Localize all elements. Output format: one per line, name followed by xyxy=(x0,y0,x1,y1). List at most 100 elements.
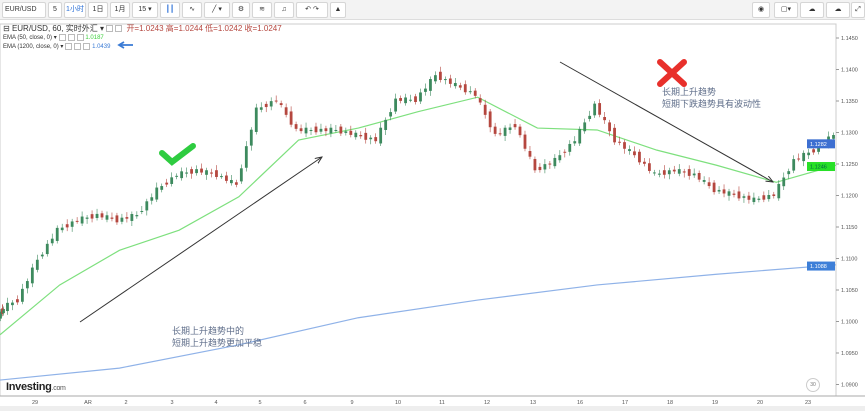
compare-icon[interactable]: ≋ xyxy=(252,2,272,18)
ema1200-value: 1.0439 xyxy=(92,44,111,51)
investing-logo: Investing.com xyxy=(6,381,66,393)
candle xyxy=(583,122,587,132)
candle xyxy=(359,135,363,137)
ema1200-line xyxy=(0,264,837,381)
candle xyxy=(70,221,74,227)
candle xyxy=(344,131,348,133)
x-tick-label: 12 xyxy=(484,400,490,406)
candle xyxy=(294,124,298,129)
candle xyxy=(742,196,746,198)
candle xyxy=(434,75,437,82)
redo-icon[interactable]: ↷ xyxy=(312,6,319,13)
candle xyxy=(603,117,607,121)
candle xyxy=(65,224,69,228)
undo-redo[interactable]: ↶ ↷ xyxy=(296,2,328,18)
blue-arrow-icon xyxy=(117,41,133,49)
candle xyxy=(787,171,791,175)
annotation-left-line1: 长期上升趋势中的 xyxy=(172,326,245,336)
candles xyxy=(0,66,835,322)
candle xyxy=(319,128,323,132)
candle xyxy=(100,213,104,218)
indicator-icon[interactable]: ∿ xyxy=(182,2,202,18)
y-tick-label: 1.1200 xyxy=(841,194,858,200)
candle xyxy=(175,175,179,177)
candle xyxy=(379,127,383,144)
candle xyxy=(185,172,189,174)
candle xyxy=(0,311,2,319)
candle xyxy=(155,187,159,200)
candle xyxy=(404,97,407,104)
candle xyxy=(737,191,741,199)
candle xyxy=(329,127,333,134)
candle xyxy=(812,149,816,153)
x-tick-label: 17 xyxy=(622,400,628,406)
candle xyxy=(702,180,706,182)
candle xyxy=(538,166,542,171)
interval-1h[interactable]: 1小时 xyxy=(64,2,86,18)
ema1200-badge-text: 1.1088 xyxy=(810,264,827,270)
candle xyxy=(767,194,771,200)
x-tick-label: 2 xyxy=(124,400,127,406)
toolbar: EUR/USD 5 1小时 1日 1月 15 ▾ ┃┃ ∿ ╱ ▾ ⚙ ≋ ♫ … xyxy=(0,0,865,20)
candle xyxy=(269,101,273,107)
x-tick-label: 4 xyxy=(214,400,217,406)
legend-ema50[interactable]: EMA (50, close, 0) ▾ 1.0187 xyxy=(3,34,104,42)
interval-5[interactable]: 5 xyxy=(48,2,62,18)
candle xyxy=(2,309,5,314)
camera-icon[interactable]: ◉ xyxy=(752,2,770,18)
y-tick-label: 1.1000 xyxy=(841,320,858,326)
legend-ema1200[interactable]: EMA (1200, close, 0) ▾ 1.0439 xyxy=(3,43,111,51)
price-badge-text: 1.1282 xyxy=(810,142,827,148)
settings-icon[interactable]: ⚙ xyxy=(232,2,250,18)
candle-style-icon[interactable]: ┃┃ xyxy=(160,2,180,18)
candle xyxy=(299,128,303,132)
candle xyxy=(478,98,482,103)
zoom-reset-button[interactable]: 30 xyxy=(806,378,820,392)
candle xyxy=(508,127,512,130)
candle xyxy=(249,129,253,146)
candle xyxy=(339,126,343,134)
candle xyxy=(95,213,99,218)
candle xyxy=(80,216,84,224)
candle xyxy=(205,170,208,175)
candle xyxy=(448,78,452,84)
candle xyxy=(414,96,417,103)
candle xyxy=(190,169,193,174)
y-tick-label: 1.0950 xyxy=(841,351,858,357)
alert-icon[interactable]: ▲ xyxy=(330,2,346,18)
symbol-input[interactable]: EUR/USD xyxy=(2,2,46,18)
candle xyxy=(105,215,109,220)
candle xyxy=(463,84,467,93)
candle xyxy=(647,163,651,171)
candle xyxy=(334,129,338,131)
candle xyxy=(697,173,701,180)
candle xyxy=(797,158,801,160)
candle xyxy=(40,254,44,257)
drawing-icon[interactable]: ╱ ▾ xyxy=(204,2,230,18)
candle xyxy=(289,111,293,125)
ema1200-badge xyxy=(807,261,835,271)
candle xyxy=(424,88,427,92)
candle xyxy=(35,259,39,270)
ema50-badge-text: 1.1246 xyxy=(810,165,827,171)
cloud-load-icon[interactable]: ☁ xyxy=(826,2,850,18)
x-tick-label: 9 xyxy=(350,400,353,406)
undo-icon[interactable]: ↶ xyxy=(305,6,312,13)
annotation-right-line2: 短期下跌趋势具有波动性 xyxy=(662,99,762,109)
candle xyxy=(438,71,442,80)
cloud-save-icon[interactable]: ☁ xyxy=(800,2,824,18)
interval-1d[interactable]: 1日 xyxy=(88,2,108,18)
check-icon xyxy=(159,143,196,166)
candle xyxy=(20,288,24,302)
legend-title: EUR/USD, 60, 实时外汇 xyxy=(11,24,98,33)
interval-1m[interactable]: 1月 xyxy=(110,2,130,18)
layout-icon[interactable]: ▢▾ xyxy=(774,2,798,18)
candle xyxy=(229,180,233,184)
interval-dropdown[interactable]: 15 ▾ xyxy=(132,2,158,18)
candle xyxy=(513,124,517,128)
legend-ohlc: 开=1.0243 高=1.0244 低=1.0242 收=1.0247 xyxy=(126,24,282,33)
candle xyxy=(807,152,811,156)
candle xyxy=(140,210,144,212)
template-icon[interactable]: ♫ xyxy=(274,2,294,18)
